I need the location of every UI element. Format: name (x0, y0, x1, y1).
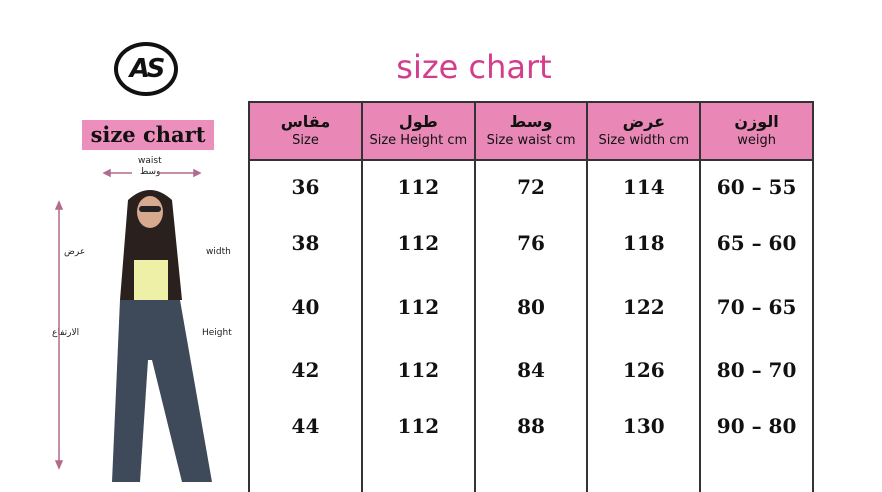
table-cell: 38 (248, 212, 363, 274)
empty-cell (473, 452, 589, 492)
model-figure (54, 168, 212, 482)
table-cell: 72 (473, 160, 589, 212)
table-row: 42 112 84 126 80 – 70 (248, 340, 814, 400)
table-cell: 126 (586, 340, 702, 400)
table-cell: 42 (248, 340, 363, 400)
table-cell: 130 (586, 400, 702, 452)
table-cell: 112 (360, 340, 476, 400)
table-cell: 76 (473, 212, 589, 274)
table-row: 40 112 80 122 70 – 65 (248, 274, 814, 340)
table-cell: 80 (473, 274, 589, 340)
size-table: مقاس Size طول Size Height cm وسط Size waist… (248, 101, 814, 492)
height-label-ar: الارتفاع (52, 328, 80, 338)
table-cell: 88 (473, 400, 589, 452)
header-size: مقاس Size (248, 101, 363, 161)
table-cell: 112 (360, 400, 476, 452)
table-cell: 60 – 55 (699, 160, 814, 212)
logo-text: AS (129, 54, 166, 84)
header-height: طول Size Height cm (360, 101, 476, 161)
figure-label: size chart (82, 120, 214, 150)
header-waist: وسط Size waist cm (473, 101, 589, 161)
table-cell: 114 (586, 160, 702, 212)
width-label-ar: عرض (64, 247, 86, 257)
table-cell: 122 (586, 274, 702, 340)
width-label-en: width (206, 247, 231, 257)
table-cell: 118 (586, 212, 702, 274)
brand-logo: AS (114, 42, 178, 96)
waist-label-en: waist (138, 156, 162, 166)
page-title: size chart (396, 48, 552, 86)
table-row: 38 112 76 118 65 – 60 (248, 212, 814, 274)
table-cell: 40 (248, 274, 363, 340)
empty-cell (586, 452, 702, 492)
height-label-en: Height (202, 328, 232, 338)
table-cell: 36 (248, 160, 363, 212)
table-cell: 80 – 70 (699, 340, 814, 400)
table-row: 36 112 72 114 60 – 55 (248, 160, 814, 212)
table-cell: 44 (248, 400, 363, 452)
table-cell: 112 (360, 274, 476, 340)
header-width: عرض Size width cm (586, 101, 702, 161)
table-cell: 90 – 80 (699, 400, 814, 452)
waist-label-ar: وسط (140, 167, 161, 177)
empty-cell (248, 452, 363, 492)
empty-cell (699, 452, 814, 492)
header-weight: الوزن weigh (699, 101, 814, 161)
table-cell: 65 – 60 (699, 212, 814, 274)
table-cell: 84 (473, 340, 589, 400)
table-cell: 112 (360, 160, 476, 212)
empty-cell (360, 452, 476, 492)
table-cell: 70 – 65 (699, 274, 814, 340)
table-cell: 112 (360, 212, 476, 274)
table-row: 44 112 88 130 90 – 80 (248, 400, 814, 452)
